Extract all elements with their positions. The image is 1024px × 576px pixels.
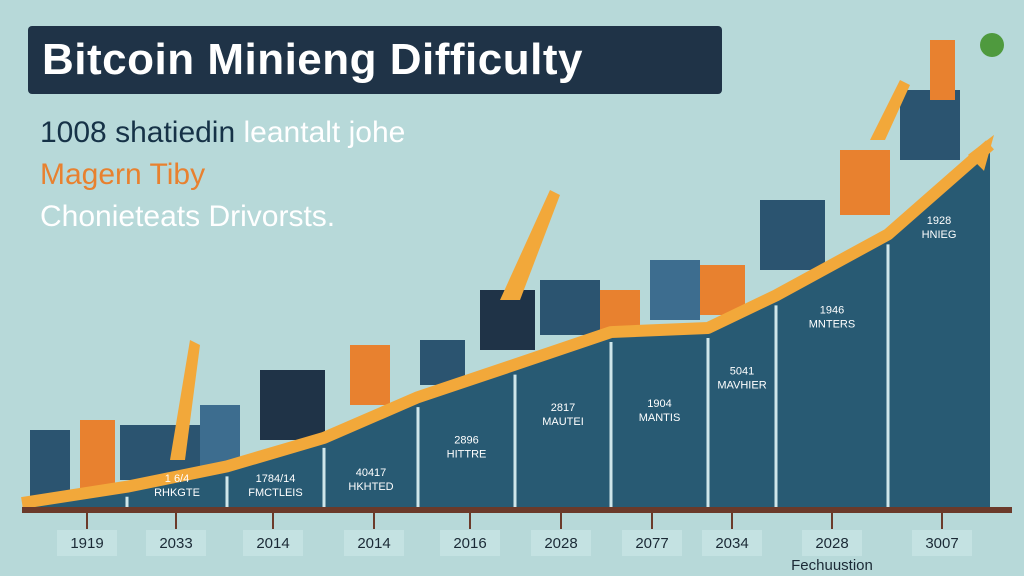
x-tick-label: 2034 — [715, 535, 748, 552]
building-icon — [260, 370, 325, 440]
building-icon — [600, 290, 640, 330]
building-icon — [930, 40, 955, 100]
bar-word-label: FMCTLEIS — [248, 487, 302, 499]
bar-word-label: HNIEG — [922, 229, 957, 241]
x-tick-label: 3007 — [925, 535, 958, 552]
x-tick-label: 2014 — [357, 535, 390, 552]
tick-label-bg — [802, 530, 862, 556]
building-icon — [760, 200, 825, 270]
tree-icon — [980, 33, 1004, 57]
trend-arrowhead — [968, 134, 994, 171]
tick-label-bg — [622, 530, 682, 556]
bar-word-label: MANTIS — [639, 412, 681, 424]
bar-word-label: HITTRE — [447, 449, 487, 461]
x-tick-label: 2077 — [635, 535, 668, 552]
subtitle-dark-part: 1008 shatiedin — [40, 116, 236, 149]
tick-label-bg — [57, 530, 117, 556]
bar-value-label: 1784/14 — [256, 473, 296, 485]
subtitle-line-2: Magern Tiby — [40, 158, 206, 191]
building-icon — [840, 150, 890, 215]
subtitle-line-3: Chonieteats Drivorsts. — [40, 200, 336, 233]
bar-word-label: HKHTED — [348, 481, 393, 493]
bar-value-label: 2817 — [551, 402, 575, 414]
subtitle-line-1: 1008 shatiedin leantalt johe — [40, 116, 405, 150]
building-icon — [420, 340, 465, 385]
building-icon — [30, 430, 70, 500]
bar-word-label: MAVHIER — [717, 379, 766, 391]
area-fill — [22, 148, 990, 507]
building-icon — [650, 260, 700, 320]
x-tick-label: 2014 — [256, 535, 289, 552]
tick-label-bg — [146, 530, 206, 556]
bar-value-label: 2896 — [454, 435, 478, 447]
tick-label-bg — [440, 530, 500, 556]
bar-value-label: 1946 — [820, 304, 844, 316]
bar-value-label: 1904 — [647, 398, 671, 410]
x-tick-label: 2033 — [159, 535, 192, 552]
bar-word-label: MNTERS — [809, 318, 855, 330]
x-tick-label: 2028 — [544, 535, 577, 552]
crane-icon — [170, 340, 200, 460]
building-icon — [900, 90, 960, 160]
building-icon — [350, 345, 390, 405]
bar-value-label: 1928 — [927, 215, 951, 227]
bar-value-label: 40417 — [356, 467, 387, 479]
trend-line — [21, 140, 994, 509]
tick-label-bg — [531, 530, 591, 556]
tick-label-bg — [243, 530, 303, 556]
subtitle-light-part: leantalt johe — [243, 116, 406, 149]
tick-label-bg — [344, 530, 404, 556]
bar-value-label: 1 6/4 — [165, 473, 189, 485]
x-axis-title: Fechuustion — [791, 557, 873, 574]
tick-label-bg — [912, 530, 972, 556]
building-icon — [540, 280, 600, 335]
x-tick-label: 2016 — [453, 535, 486, 552]
bar-word-label: MAUTEI — [542, 416, 584, 428]
building-icon — [700, 265, 745, 315]
bar-word-label: RHKGTE — [154, 487, 200, 499]
x-tick-label: 2028 — [815, 535, 848, 552]
x-tick-label: 1919 — [70, 535, 103, 552]
crane-icon — [500, 190, 560, 300]
x-axis-line — [22, 507, 1012, 513]
page-title: Bitcoin Minieng Difficulty — [42, 35, 583, 84]
bar-value-label: 5041 — [730, 365, 754, 377]
tick-label-bg — [702, 530, 762, 556]
crane-icon — [870, 80, 910, 140]
title-banner: Bitcoin Minieng Difficulty — [28, 26, 722, 94]
